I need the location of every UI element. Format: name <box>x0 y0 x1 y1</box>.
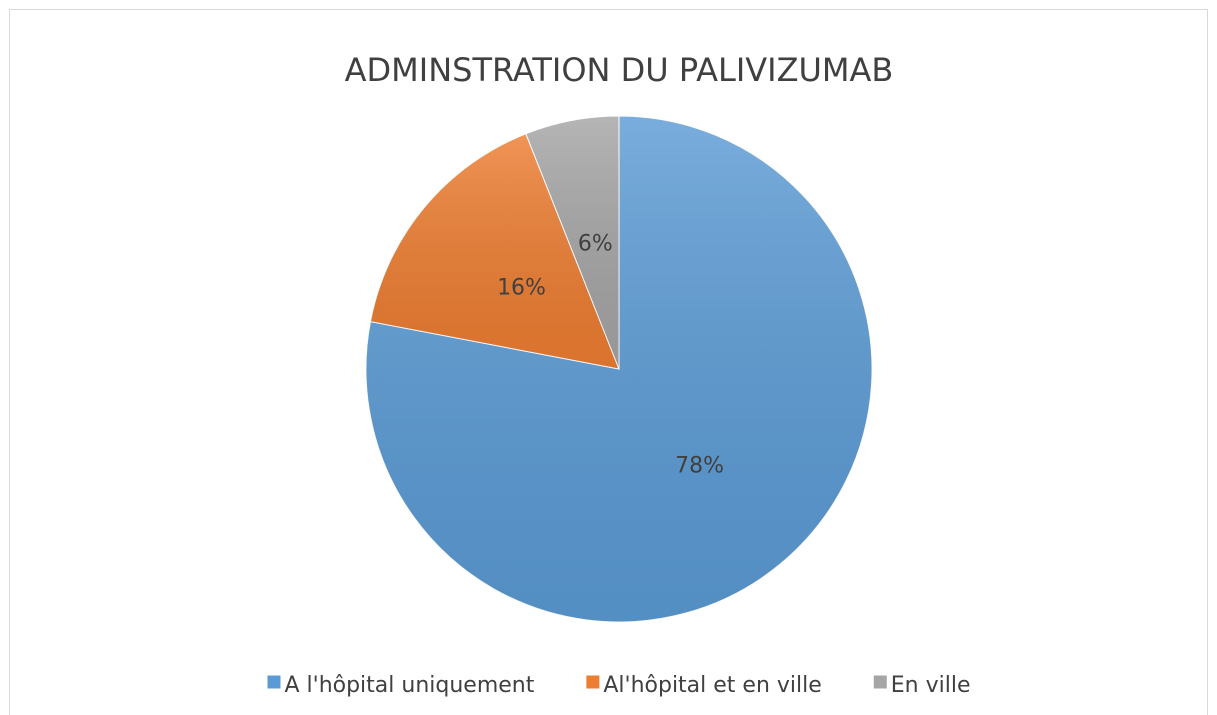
legend-label: En ville <box>891 673 971 698</box>
legend-label: A l'hôpital uniquement <box>284 673 534 698</box>
slice-shade <box>525 116 619 369</box>
legend-swatch <box>586 675 600 689</box>
legend-label: Al'hôpital et en ville <box>603 673 821 698</box>
legend-swatch <box>267 675 281 689</box>
data-label: 78% <box>675 453 724 478</box>
chart-title: ADMINSTRATION DU PALIVIZUMAB <box>345 51 894 89</box>
slice-shade <box>370 133 619 369</box>
data-label: 16% <box>497 275 546 300</box>
legend-swatch <box>873 675 887 689</box>
data-label: 6% <box>578 232 613 257</box>
